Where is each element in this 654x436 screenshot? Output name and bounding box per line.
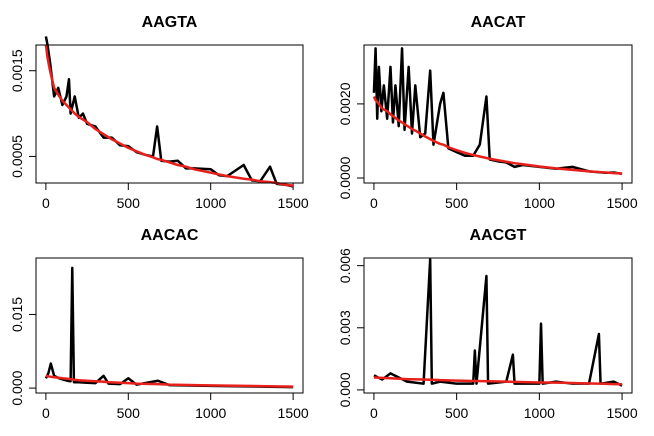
data-line <box>373 258 623 387</box>
x-tick-label: 500 <box>117 405 141 421</box>
plot-frame <box>363 257 633 394</box>
x-tick-label: 0 <box>42 405 50 421</box>
plot-frame <box>35 257 304 394</box>
data-line <box>44 44 294 187</box>
y-tick-label: 0.0005 <box>9 135 25 178</box>
x-tick-label: 1000 <box>524 405 555 421</box>
y-tick-label: 0.000 <box>9 370 25 405</box>
y-tick-label: 0.003 <box>337 310 353 345</box>
data-line <box>45 374 294 388</box>
data-line <box>372 47 623 176</box>
x-tick-label: 1500 <box>606 405 637 421</box>
y-tick-label: 0.006 <box>337 248 353 283</box>
x-tick-label: 0 <box>370 405 378 421</box>
plot-frame <box>35 44 304 184</box>
chart-title: AAGTA <box>142 14 198 31</box>
y-tick-label: 0.0000 <box>337 156 353 199</box>
x-tick-label: 1500 <box>278 405 309 421</box>
plot-frame <box>363 44 633 184</box>
y-tick-label: 0.0015 <box>9 49 25 92</box>
x-tick-label: 1500 <box>606 195 637 211</box>
x-tick-label: 1000 <box>524 195 555 211</box>
chart-title: AACAC <box>141 227 199 244</box>
y-tick-label: 0.015 <box>9 297 25 332</box>
x-tick-label: 500 <box>445 405 469 421</box>
x-tick-label: 500 <box>445 195 469 211</box>
x-tick-label: 1000 <box>195 195 226 211</box>
x-tick-label: 0 <box>42 195 50 211</box>
x-tick-label: 0 <box>370 195 378 211</box>
y-tick-label: 0.000 <box>337 372 353 407</box>
data-line <box>372 95 623 175</box>
data-line <box>373 376 623 386</box>
chart-title: AACGT <box>470 227 527 244</box>
chart-title: AACAT <box>471 14 526 31</box>
x-tick-label: 1000 <box>195 405 226 421</box>
y-tick-label: 0.0020 <box>337 82 353 125</box>
data-line <box>44 36 294 188</box>
x-tick-label: 500 <box>117 195 141 211</box>
data-line <box>44 266 294 389</box>
x-tick-label: 1500 <box>278 195 309 211</box>
